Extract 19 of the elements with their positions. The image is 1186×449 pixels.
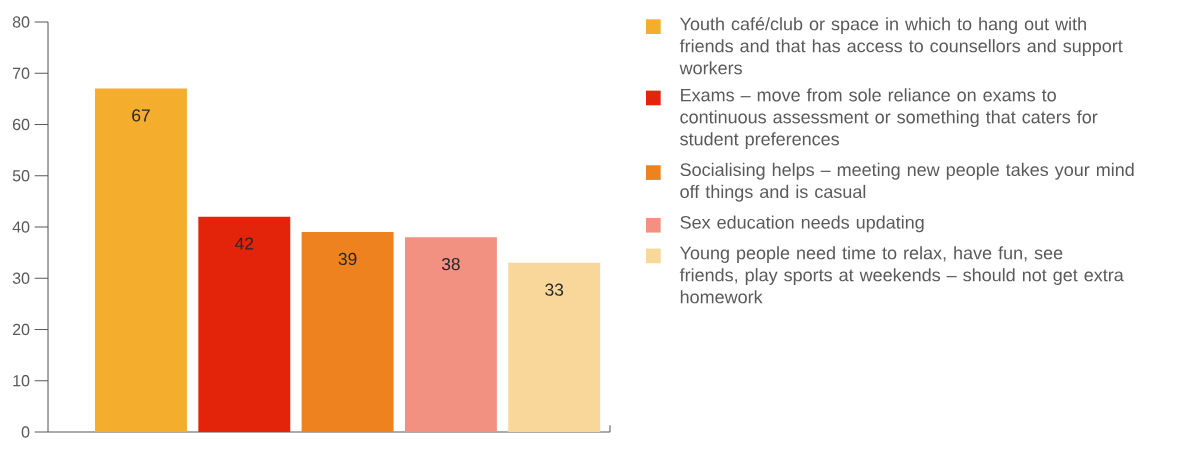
legend-label: Socialising helps – meeting new people takes your mind off things and is casual: [680, 162, 1134, 202]
y-tick-label: 60: [12, 118, 30, 131]
legend-label: Young people need time to relax, have fun, see friends, play sports at weekends – should not get extra homework: [679, 246, 1124, 304]
y-tick-label: 50: [12, 170, 30, 182]
y-tick-label: 10: [13, 375, 30, 387]
data-label: 33: [545, 283, 564, 296]
y-tick-label: 40: [12, 221, 30, 233]
y-tick-label: 30: [12, 272, 30, 284]
data-label: 38: [441, 257, 460, 271]
data-label: 67: [132, 109, 150, 122]
legend-label: Youth café/club or space in which to hang out with friends and that has access to counsellors and support workers: [679, 16, 1123, 75]
data-label: 42: [235, 237, 254, 250]
y-tick-label: 70: [12, 67, 30, 79]
legend-label: Exams – move from sole reliance on exams to continuous assessment or something that caters for student preferences: [680, 88, 1098, 150]
y-tick-label: 80: [12, 16, 30, 28]
y-tick-label: 0: [21, 426, 30, 438]
data-label: 39: [338, 252, 357, 266]
legend-label: Sex education needs updating: [680, 215, 924, 233]
y-tick-label: 20: [12, 323, 30, 336]
